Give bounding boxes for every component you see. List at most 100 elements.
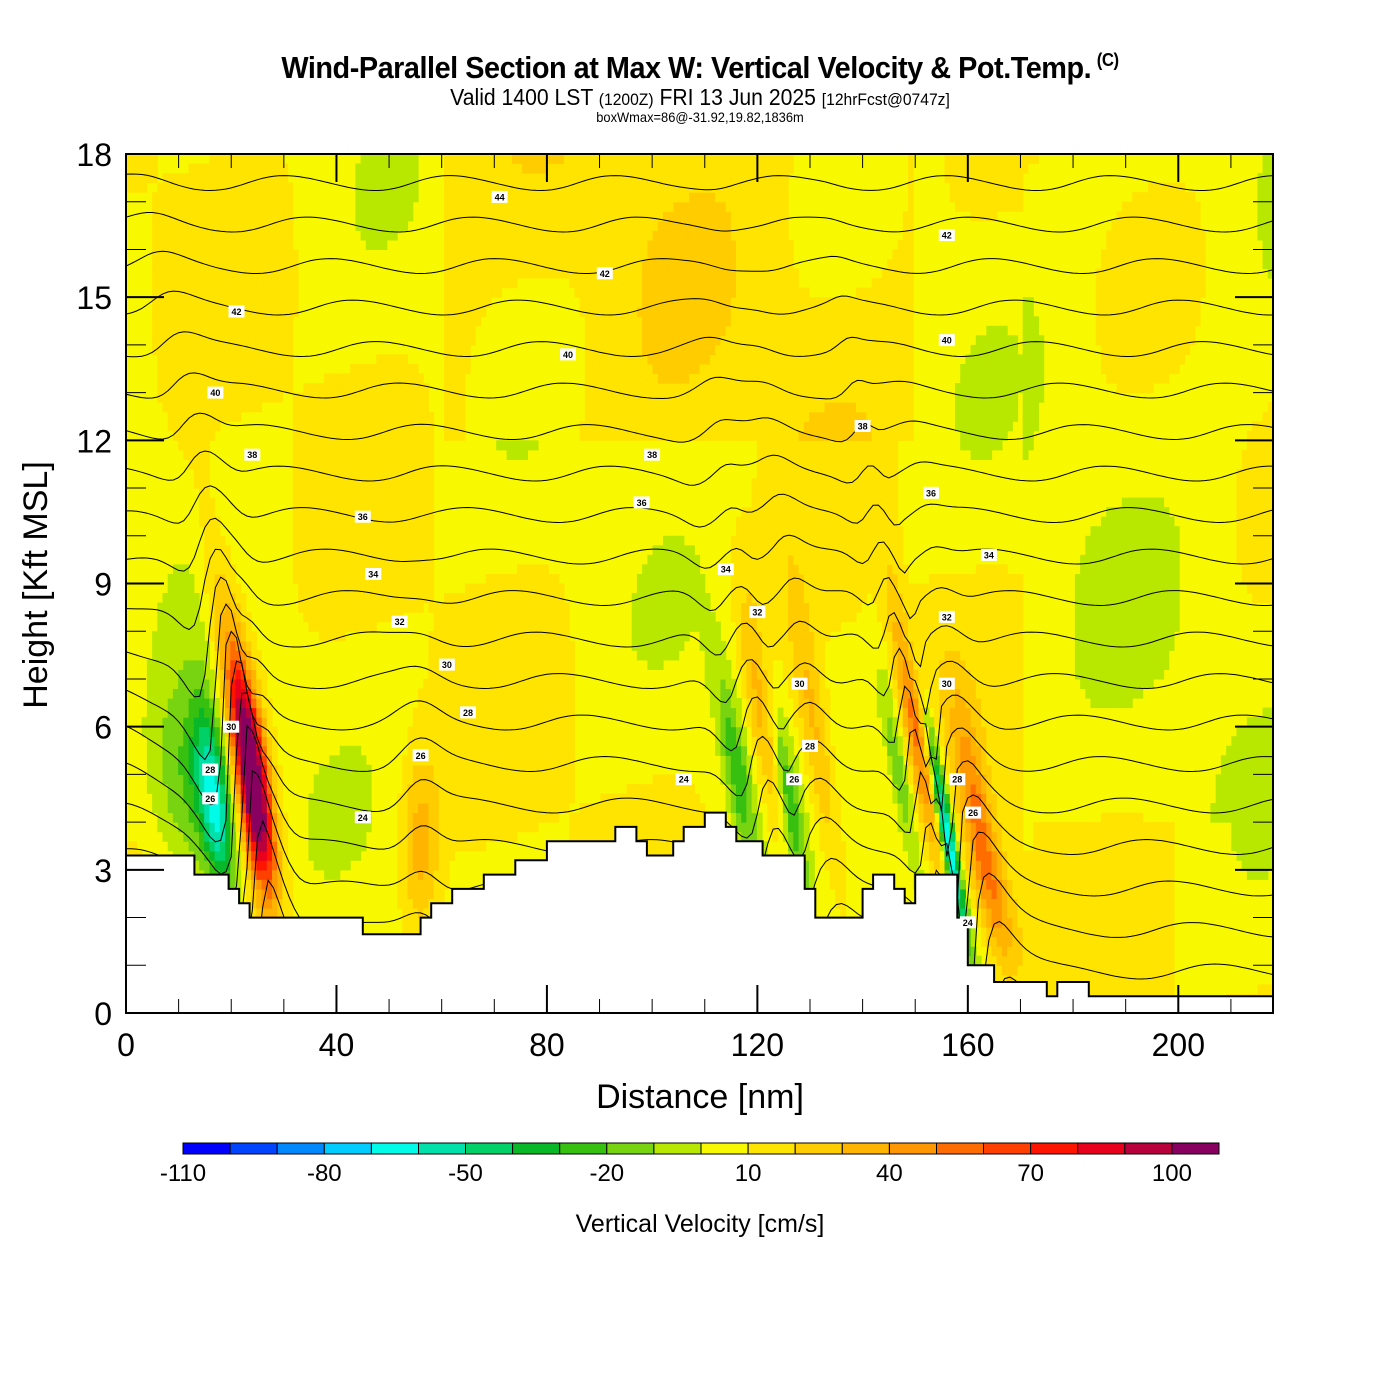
field-cell xyxy=(162,344,169,355)
field-cell xyxy=(303,545,310,556)
field-cell xyxy=(204,325,210,336)
field-cell xyxy=(376,612,383,623)
field-cell xyxy=(517,230,523,241)
field-cell xyxy=(178,211,184,222)
field-cell xyxy=(214,516,221,527)
field-cell xyxy=(235,678,242,689)
field-cell xyxy=(616,373,622,384)
field-cell xyxy=(548,192,555,203)
field-cell xyxy=(621,306,628,317)
field-cell xyxy=(178,707,184,718)
field-cell xyxy=(444,201,450,212)
field-cell xyxy=(470,325,476,336)
field-cell xyxy=(209,163,216,174)
field-cell xyxy=(235,602,242,613)
field-cell xyxy=(563,211,570,222)
field-cell xyxy=(569,755,575,766)
field-cell xyxy=(266,344,273,355)
field-cell xyxy=(621,230,628,241)
field-cell xyxy=(172,707,179,718)
field-cell xyxy=(537,659,544,670)
field-cell xyxy=(350,841,356,852)
field-cell xyxy=(428,574,435,585)
field-cell xyxy=(360,822,367,833)
field-cell xyxy=(209,850,216,861)
field-cell xyxy=(407,783,414,794)
field-cell xyxy=(605,201,612,212)
field-cell xyxy=(616,278,622,289)
field-cell xyxy=(438,803,445,814)
field-cell xyxy=(391,192,398,203)
field-cell xyxy=(256,898,263,909)
field-cell xyxy=(501,574,508,585)
field-cell xyxy=(324,383,330,394)
field-cell xyxy=(193,822,200,833)
field-cell xyxy=(631,154,638,165)
field-cell xyxy=(193,469,200,480)
field-cell xyxy=(371,192,377,203)
field-cell xyxy=(449,297,455,308)
field-cell xyxy=(506,249,513,260)
field-cell xyxy=(245,335,252,346)
field-cell xyxy=(595,154,601,165)
field-cell xyxy=(464,154,471,165)
field-cell xyxy=(204,669,210,680)
field-cell xyxy=(219,316,226,327)
field-cell xyxy=(470,239,476,250)
field-cell xyxy=(595,192,601,203)
field-cell xyxy=(444,192,450,203)
field-cell xyxy=(251,803,257,814)
field-cell xyxy=(219,344,226,355)
field-cell xyxy=(532,698,539,709)
field-cell xyxy=(261,354,268,365)
field-cell xyxy=(397,154,403,165)
field-cell xyxy=(428,440,435,451)
field-cell xyxy=(219,783,226,794)
field-cell xyxy=(251,373,257,384)
field-cell xyxy=(261,745,268,756)
field-cell xyxy=(584,220,591,231)
field-cell xyxy=(626,335,633,346)
field-cell xyxy=(282,869,289,880)
field-cell xyxy=(167,841,174,852)
field-cell xyxy=(277,306,283,317)
field-cell xyxy=(240,631,247,642)
field-cell xyxy=(485,745,492,756)
field-cell xyxy=(219,230,226,241)
field-cell xyxy=(219,860,226,871)
field-cell xyxy=(511,726,518,737)
field-cell xyxy=(240,717,247,728)
field-cell xyxy=(334,449,341,460)
field-cell xyxy=(433,707,440,718)
field-cell xyxy=(240,698,247,709)
field-cell xyxy=(449,717,455,728)
field-cell xyxy=(219,688,226,699)
field-cell xyxy=(339,793,346,804)
field-cell xyxy=(329,631,336,642)
field-cell xyxy=(235,392,242,403)
field-cell xyxy=(355,182,362,193)
field-cell xyxy=(584,812,591,823)
field-cell xyxy=(334,793,341,804)
field-cell xyxy=(240,612,247,623)
field-cell xyxy=(350,478,356,489)
field-cell xyxy=(214,173,221,184)
field-cell xyxy=(339,516,346,527)
field-cell xyxy=(381,449,388,460)
field-cell xyxy=(225,182,231,193)
field-cell xyxy=(324,497,330,508)
field-cell xyxy=(376,526,383,537)
field-cell xyxy=(631,812,638,823)
field-cell xyxy=(199,650,205,661)
field-cell xyxy=(491,239,497,250)
field-cell xyxy=(517,154,523,165)
field-cell xyxy=(543,736,549,747)
field-cell xyxy=(407,402,414,413)
field-cell xyxy=(579,239,586,250)
field-cell xyxy=(308,583,315,594)
field-cell xyxy=(298,411,304,422)
field-cell xyxy=(251,325,257,336)
field-cell xyxy=(240,841,247,852)
field-cell xyxy=(527,678,534,689)
field-cell xyxy=(454,621,461,632)
